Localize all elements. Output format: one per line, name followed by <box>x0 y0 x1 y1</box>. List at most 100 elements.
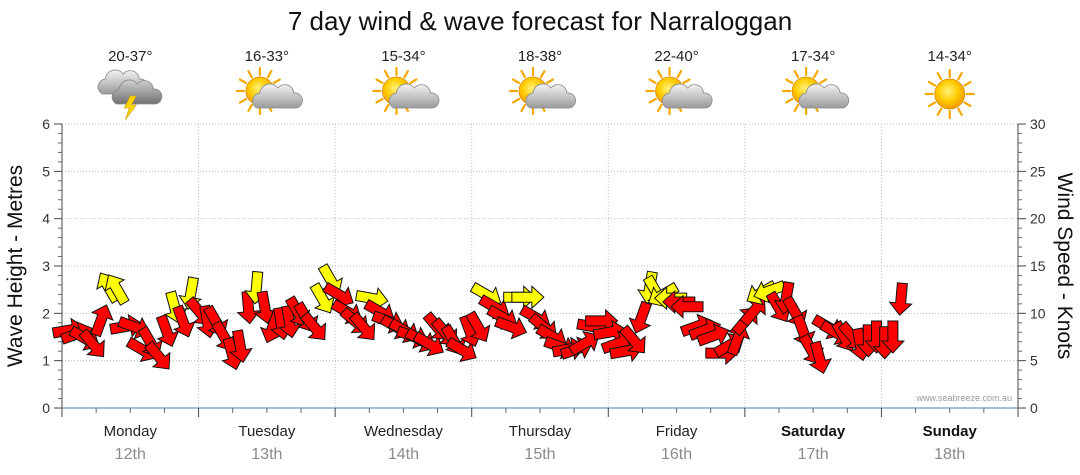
wind-arrow-shape <box>465 310 491 342</box>
wind-arrow <box>808 340 833 375</box>
sun-ray <box>656 103 663 113</box>
sun-ray <box>403 69 410 79</box>
sun-ray <box>785 78 794 85</box>
wind-arrow-shape <box>445 336 477 363</box>
wind-arrow <box>348 311 376 341</box>
wind-arrow-shape <box>696 323 730 347</box>
wind-arrow-shape <box>143 340 171 370</box>
y-axis-right-label: Wind Speed - Knots <box>1053 173 1076 360</box>
wind-arrow <box>309 282 335 314</box>
sun-ray <box>247 103 253 113</box>
wind-arrow-shape <box>299 311 327 341</box>
sun-ray <box>936 107 943 116</box>
sun-ray <box>238 78 248 85</box>
y-left-tick-label: 3 <box>42 258 50 274</box>
sun-ray <box>813 69 819 79</box>
sun-ray <box>682 78 691 85</box>
sun-ray <box>957 107 963 116</box>
temperature-row: 20-37° 16-33° 15-34° 18-38° 22-40° 17-34° 14-3… <box>108 48 972 65</box>
temperature-range: 18-38° <box>518 48 562 65</box>
wind-arrow-shape <box>309 282 335 314</box>
partly-cloudy-icon <box>235 66 303 116</box>
cloud-shape <box>798 83 850 109</box>
wind-arrow-shape <box>412 331 444 357</box>
wind-arrow-shape <box>104 274 130 306</box>
temperature-range: 14-34° <box>928 48 972 65</box>
sun-ray <box>818 78 828 85</box>
lightning-bolt <box>123 95 137 121</box>
sun-ray <box>927 80 937 87</box>
wind-arrow-shape <box>236 290 261 325</box>
cloud-shape <box>661 83 713 109</box>
sun-ray <box>793 69 800 79</box>
sun-ray <box>266 69 273 79</box>
wind-arrow-shape <box>494 316 528 340</box>
wind-arrow <box>726 323 751 357</box>
wind-arrow <box>78 328 105 358</box>
cloud-shape <box>111 79 163 105</box>
day-date-label: 14th <box>388 446 419 463</box>
day-date-label: 15th <box>524 446 555 463</box>
sun-ray <box>539 69 546 79</box>
y-axis-left-label: Wave Height - Metres <box>4 165 27 367</box>
sun-ray <box>520 69 527 79</box>
y-left-tick-label: 6 <box>42 116 50 132</box>
wind-arrow <box>670 294 704 319</box>
sun-ray <box>648 97 657 104</box>
day-name-label: Thursday <box>509 423 572 440</box>
sun-ray <box>927 101 937 108</box>
partly-cloudy-icon <box>372 66 440 116</box>
sun-disc <box>934 78 966 110</box>
temperature-range: 22-40° <box>654 48 698 65</box>
sun-ray <box>793 103 800 113</box>
wind-arrow <box>90 304 114 338</box>
wind-arrow <box>104 274 130 306</box>
sun-ray <box>648 78 657 85</box>
y-right-tick-label: 20 <box>1030 211 1046 227</box>
day-labels: Monday 12th Tuesday 13th Wednesday 14th Thursd… <box>104 423 978 463</box>
sun-ray <box>963 80 972 87</box>
wind-arrow <box>739 297 766 327</box>
sun-ray <box>936 72 943 81</box>
y-left-tick-label: 1 <box>42 353 50 369</box>
wind-arrow <box>511 285 545 310</box>
sun-ray <box>409 78 418 85</box>
cloud-shape <box>525 83 576 109</box>
y-right-tick-label: 5 <box>1030 353 1038 369</box>
wind-arrow-shape <box>808 340 833 375</box>
wind-arrow-shape <box>619 324 646 354</box>
day-date-label: 16th <box>661 446 692 463</box>
wind-arrow <box>299 311 327 341</box>
sun-ray <box>383 69 390 79</box>
wind-arrow <box>228 329 253 363</box>
day-name-label: Wednesday <box>364 423 443 440</box>
sun-ray <box>785 97 794 104</box>
wind-arrow-shape <box>155 313 180 348</box>
y-right-tick-label: 25 <box>1030 163 1046 179</box>
wind-arrow <box>155 313 180 348</box>
sun-ray <box>545 78 555 85</box>
sun-ray <box>511 97 521 104</box>
sun-ray <box>383 103 390 113</box>
day-date-label: 17th <box>798 446 829 463</box>
wind-arrow-shape <box>880 320 906 354</box>
wind-arrow <box>253 290 278 325</box>
wind-arrow-shape <box>78 328 105 358</box>
weather-icons-row <box>97 66 975 121</box>
sun-ray <box>656 69 663 79</box>
axes: 0 1 2 3 4 5 6 0 5 10 15 20 25 30 <box>42 116 1046 417</box>
day-date-label: 12th <box>115 446 146 463</box>
y-right-tick-label: 10 <box>1030 305 1046 321</box>
wind-arrow <box>880 320 906 354</box>
y-right-tick-label: 0 <box>1030 400 1038 416</box>
wind-arrow-shape <box>628 300 653 334</box>
y-left-tick-label: 4 <box>42 211 50 227</box>
wind-arrow-shape <box>739 297 766 327</box>
wind-arrow-shape <box>253 290 278 325</box>
wind-arrow-shape <box>888 282 913 316</box>
wind-arrow <box>445 336 477 363</box>
credit-text: www.seabreeze.com.au <box>915 393 1012 403</box>
wind-arrows <box>51 263 913 375</box>
day-name-label: Tuesday <box>238 423 295 440</box>
